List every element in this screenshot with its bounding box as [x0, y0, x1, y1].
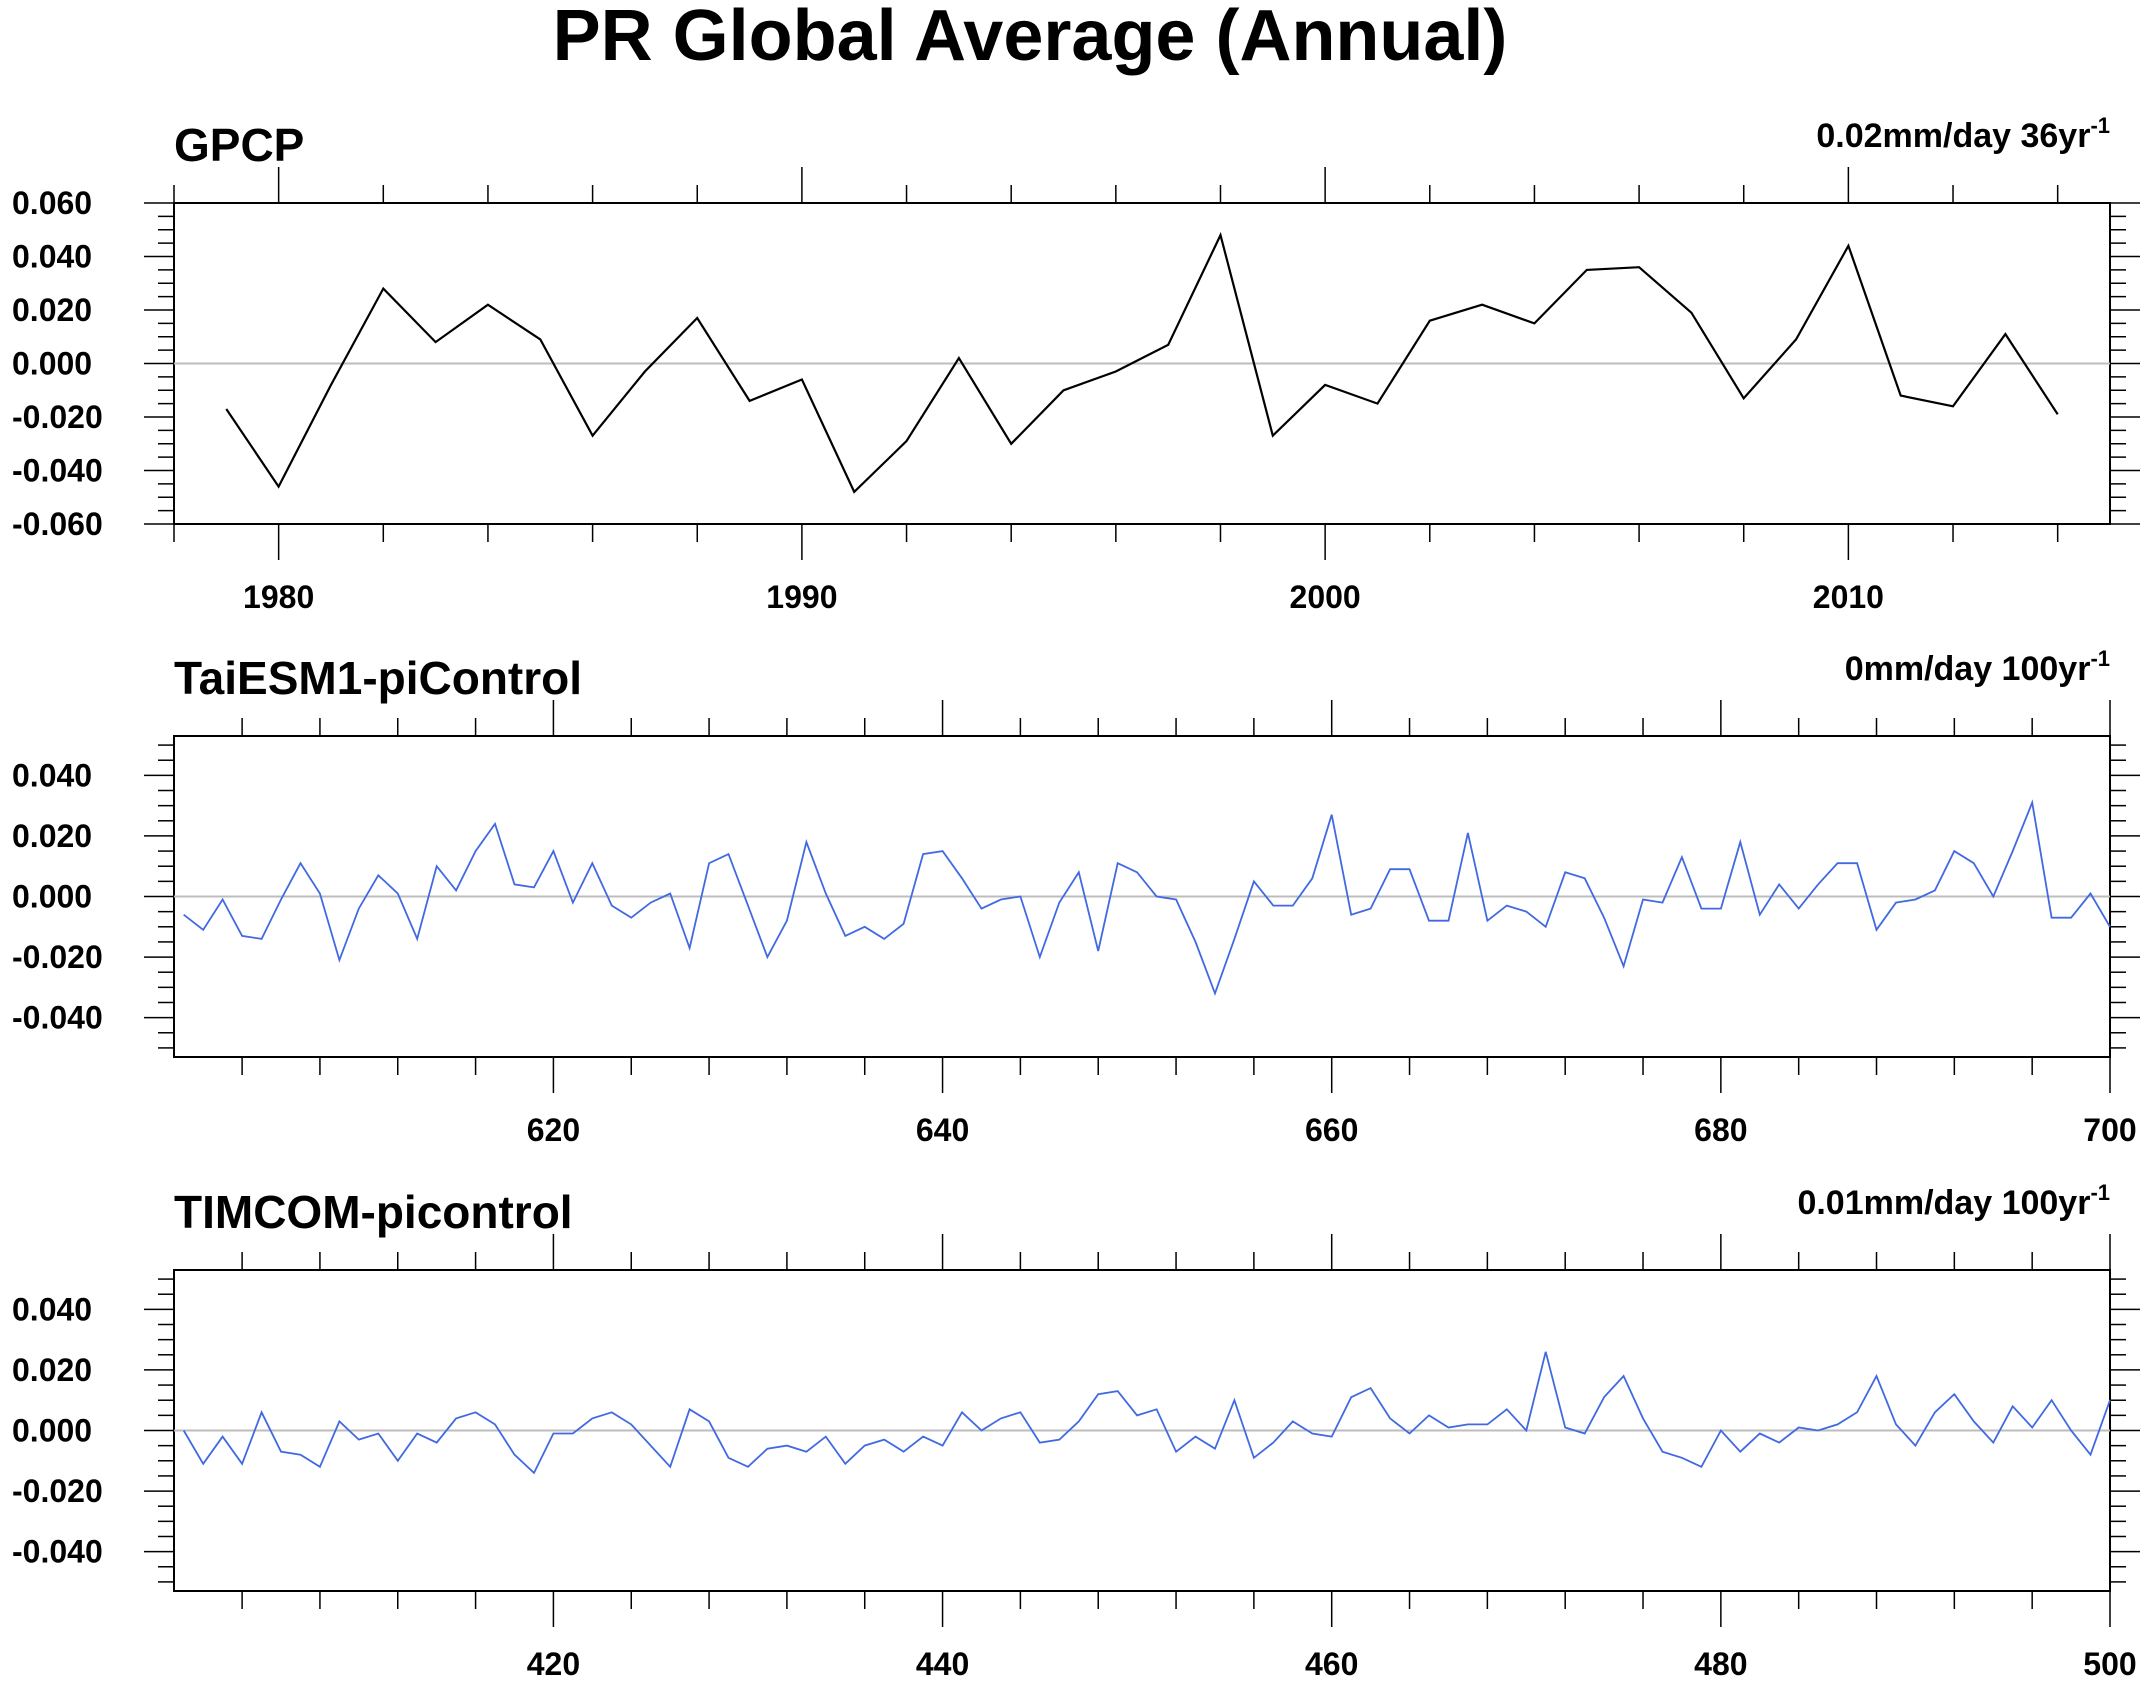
y-tick-label: -0.020: [12, 1473, 103, 1509]
x-tick-label: 460: [1305, 1646, 1358, 1682]
y-tick-label: -0.040: [12, 1534, 103, 1570]
x-tick-label: 660: [1305, 1112, 1358, 1148]
y-tick-label: 0.040: [12, 1291, 92, 1327]
x-tick-label: 680: [1694, 1112, 1747, 1148]
x-tick-label: 480: [1694, 1646, 1747, 1682]
trend-label: 0.02mm/day 36yr-1: [1816, 113, 2110, 155]
y-tick-label: 0.040: [12, 757, 92, 793]
panel-title: TaiESM1-piControl: [174, 652, 582, 704]
trend-label: 0mm/day 100yr-1: [1845, 646, 2110, 688]
trend-label: 0.01mm/day 100yr-1: [1797, 1180, 2110, 1222]
x-tick-label: 700: [2083, 1112, 2136, 1148]
panel-1: GPCP 0.02mm/day 36yr-1 1980 1990 2000 2010 -0.…: [12, 113, 2140, 615]
y-tick-label: 0.000: [12, 879, 92, 915]
chart-panels: GPCP 0.02mm/day 36yr-1 1980 1990 2000 2010 -0.…: [12, 113, 2140, 1682]
x-tick-label: 2010: [1813, 579, 1884, 615]
x-tick-label: 500: [2083, 1646, 2136, 1682]
series-line: [183, 799, 2111, 997]
y-tick-label: 0.020: [12, 1352, 92, 1388]
y-tick-label: 0.060: [12, 185, 92, 221]
panel-3: TIMCOM-picontrol 0.01mm/day 100yr-1 420 440…: [12, 1180, 2140, 1682]
panel-title: GPCP: [174, 119, 304, 171]
y-tick-label: 0.040: [12, 239, 92, 275]
y-tick-label: 0.020: [12, 818, 92, 854]
x-tick-label: 1990: [766, 579, 837, 615]
x-tick-label: 1980: [243, 579, 314, 615]
y-tick-label: -0.040: [12, 453, 103, 489]
series-line: [182, 1351, 2111, 1475]
x-tick-label: 640: [916, 1112, 969, 1148]
y-tick-label: -0.020: [12, 939, 103, 975]
y-tick-label: 0.000: [12, 346, 92, 382]
x-tick-label: 2000: [1290, 579, 1361, 615]
panel-2: TaiESM1-piControl 0mm/day 100yr-1 620 640 66…: [12, 646, 2140, 1148]
y-tick-label: -0.020: [12, 399, 103, 435]
panel-title: TIMCOM-picontrol: [174, 1186, 573, 1238]
x-tick-label: 620: [527, 1112, 580, 1148]
figure-title: PR Global Average (Annual): [553, 0, 1508, 76]
y-tick-label: -0.060: [12, 506, 103, 542]
y-tick-label: 0.020: [12, 292, 92, 328]
y-tick-label: -0.040: [12, 1000, 103, 1036]
y-tick-label: 0.000: [12, 1413, 92, 1449]
series-line: [225, 231, 2059, 494]
x-tick-label: 440: [916, 1646, 969, 1682]
x-tick-label: 420: [527, 1646, 580, 1682]
